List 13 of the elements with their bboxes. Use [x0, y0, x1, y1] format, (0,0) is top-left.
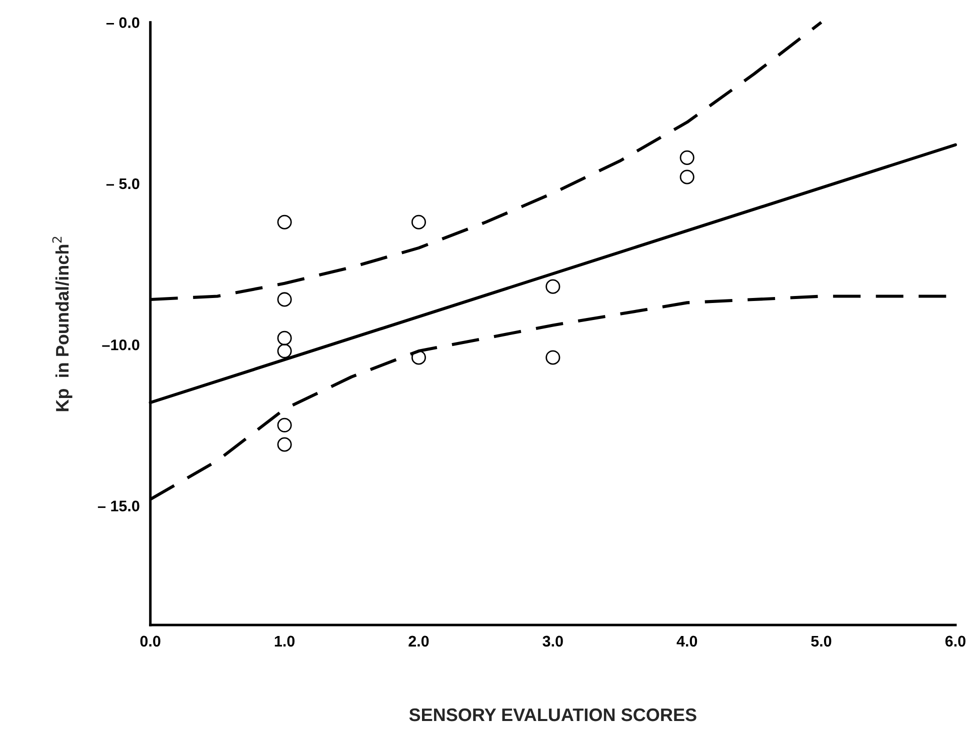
x-axis-title: SENSORY EVALUATION SCORES	[409, 708, 696, 722]
y-tick-label: –10.0	[102, 339, 140, 350]
x-tick-label: 3.0	[542, 636, 563, 647]
x-tick-label: 1.0	[274, 636, 295, 647]
x-tick-label: 2.0	[408, 636, 429, 647]
y-axis-title: Kp in Poundal/inch$^{2}$	[52, 236, 72, 412]
y-tick-label: – 5.0	[106, 178, 140, 190]
x-tick-label: 4.0	[676, 636, 698, 647]
x-tick-label: 5.0	[811, 636, 832, 647]
y-tick-label: – 0.0	[106, 17, 140, 28]
y-tick-label: – 15.0	[98, 500, 140, 512]
x-tick-label: 6.0	[945, 636, 966, 647]
x-tick-label: 0.0	[140, 636, 160, 647]
